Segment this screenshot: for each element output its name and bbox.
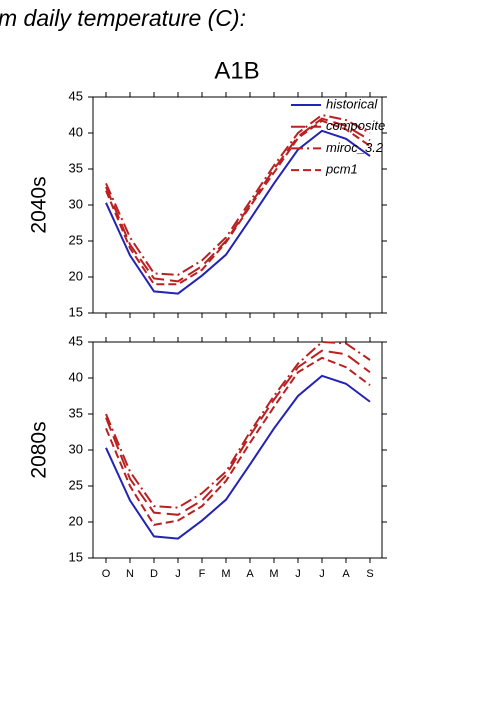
x-tick-label: A — [246, 568, 254, 580]
plot-frame — [92, 341, 383, 559]
y-tick-label: 45 — [69, 88, 83, 103]
y-axis-label: 2040s — [28, 176, 51, 233]
legend-label: historical — [326, 96, 378, 111]
x-tick-label: J — [295, 568, 301, 580]
panel-title: A1B — [214, 57, 259, 84]
series-line — [105, 356, 371, 526]
y-tick-label: 45 — [69, 333, 83, 348]
series-line — [105, 119, 371, 286]
y-tick-label: 25 — [69, 477, 83, 492]
series-line — [105, 374, 371, 540]
y-tick-label: 20 — [69, 268, 83, 283]
legend-label: pcm1 — [325, 162, 358, 177]
x-tick-label: N — [126, 568, 134, 580]
y-axis-label: 2080s — [28, 421, 51, 478]
x-tick-label: F — [199, 568, 206, 580]
x-tick-label: O — [102, 568, 111, 580]
y-tick-label: 30 — [69, 441, 83, 456]
series-line — [105, 129, 371, 295]
y-tick-label: 35 — [69, 405, 83, 420]
series-line — [105, 340, 371, 509]
y-tick-label: 25 — [69, 232, 83, 247]
series-line — [105, 349, 371, 516]
x-tick-label: M — [269, 568, 278, 580]
x-tick-label: M — [221, 568, 230, 580]
y-tick-label: 15 — [69, 549, 83, 564]
y-tick-label: 30 — [69, 196, 83, 211]
y-tick-label: 40 — [69, 369, 83, 384]
x-tick-label: S — [366, 568, 373, 580]
x-tick-label: A — [342, 568, 350, 580]
legend-label: miroc_3.2 — [326, 140, 384, 155]
y-tick-label: 40 — [69, 124, 83, 139]
x-tick-label: J — [319, 568, 325, 580]
y-tick-label: 20 — [69, 513, 83, 528]
legend-label: composite — [326, 118, 385, 133]
y-tick-label: 15 — [69, 304, 83, 319]
series-line — [105, 113, 371, 276]
x-tick-label: D — [150, 568, 158, 580]
y-tick-label: 35 — [69, 160, 83, 175]
x-tick-label: J — [175, 568, 181, 580]
page-title: m daily temperature (C): — [0, 5, 246, 31]
